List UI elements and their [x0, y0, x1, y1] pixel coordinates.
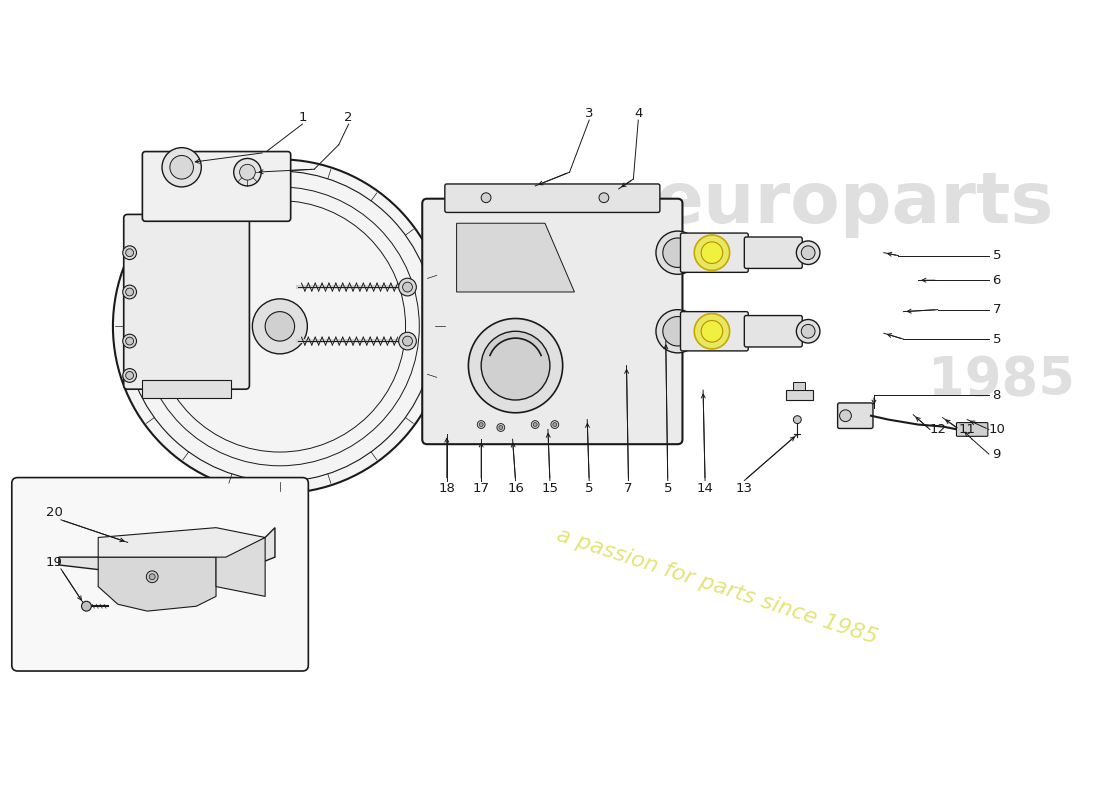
Circle shape — [553, 422, 557, 426]
Circle shape — [123, 369, 136, 382]
Text: 1: 1 — [298, 110, 307, 124]
Circle shape — [469, 318, 563, 413]
Circle shape — [801, 246, 815, 259]
Text: 20: 20 — [45, 506, 63, 519]
Circle shape — [600, 193, 608, 202]
Circle shape — [123, 246, 136, 259]
Circle shape — [125, 371, 133, 379]
Text: 18: 18 — [439, 482, 455, 495]
Circle shape — [150, 574, 155, 580]
Circle shape — [656, 231, 700, 274]
Circle shape — [252, 299, 307, 354]
Text: 5: 5 — [992, 333, 1001, 346]
FancyBboxPatch shape — [681, 233, 748, 272]
Circle shape — [801, 324, 815, 338]
Text: 11: 11 — [959, 423, 976, 436]
Circle shape — [839, 410, 851, 422]
Text: 1985: 1985 — [928, 354, 1075, 406]
Circle shape — [265, 312, 295, 341]
Circle shape — [694, 235, 729, 270]
Circle shape — [497, 423, 505, 431]
Text: 9: 9 — [992, 447, 1001, 461]
Polygon shape — [456, 223, 574, 292]
Circle shape — [81, 602, 91, 611]
FancyBboxPatch shape — [745, 315, 802, 347]
Bar — [793, 382, 805, 390]
FancyBboxPatch shape — [444, 184, 660, 213]
Circle shape — [480, 422, 483, 426]
FancyBboxPatch shape — [837, 403, 873, 429]
FancyBboxPatch shape — [745, 237, 802, 269]
Circle shape — [793, 416, 801, 423]
Bar — [785, 390, 813, 400]
Circle shape — [531, 421, 539, 429]
Text: 15: 15 — [541, 482, 559, 495]
Circle shape — [125, 337, 133, 345]
Text: 16: 16 — [507, 482, 524, 495]
Circle shape — [240, 164, 255, 180]
Text: a passion for parts since 1985: a passion for parts since 1985 — [553, 525, 880, 648]
Bar — [142, 380, 231, 398]
Circle shape — [169, 155, 194, 179]
Text: 3: 3 — [585, 106, 593, 120]
Circle shape — [233, 158, 261, 186]
Text: 7: 7 — [992, 303, 1001, 316]
FancyBboxPatch shape — [956, 422, 988, 436]
Circle shape — [534, 422, 537, 426]
Text: 5: 5 — [992, 249, 1001, 262]
FancyBboxPatch shape — [123, 214, 250, 389]
Circle shape — [551, 421, 559, 429]
Text: 8: 8 — [992, 389, 1001, 402]
Circle shape — [403, 336, 412, 346]
Circle shape — [796, 241, 820, 265]
Text: 12: 12 — [930, 423, 946, 436]
Circle shape — [125, 288, 133, 296]
Circle shape — [162, 148, 201, 187]
Polygon shape — [98, 557, 216, 611]
Circle shape — [125, 249, 133, 257]
Text: 19: 19 — [45, 555, 63, 569]
FancyBboxPatch shape — [12, 478, 308, 671]
Circle shape — [123, 285, 136, 299]
Text: europarts: europarts — [654, 169, 1054, 238]
Circle shape — [796, 319, 820, 343]
Text: 14: 14 — [696, 482, 714, 495]
Circle shape — [123, 334, 136, 348]
Polygon shape — [59, 528, 275, 577]
Circle shape — [481, 331, 550, 400]
Polygon shape — [98, 528, 265, 557]
Text: 4: 4 — [634, 106, 642, 120]
Text: 5: 5 — [585, 482, 593, 495]
FancyBboxPatch shape — [681, 312, 748, 351]
Circle shape — [113, 159, 447, 494]
Text: 10: 10 — [988, 423, 1005, 436]
Polygon shape — [216, 538, 265, 596]
Circle shape — [477, 421, 485, 429]
Circle shape — [663, 317, 692, 346]
Circle shape — [656, 310, 700, 353]
Circle shape — [398, 332, 417, 350]
Circle shape — [701, 242, 723, 263]
Circle shape — [694, 314, 729, 349]
Circle shape — [481, 193, 491, 202]
Circle shape — [398, 278, 417, 296]
Circle shape — [146, 571, 158, 582]
FancyBboxPatch shape — [142, 151, 290, 222]
FancyBboxPatch shape — [422, 198, 682, 444]
Text: 7: 7 — [624, 482, 632, 495]
Text: 13: 13 — [736, 482, 752, 495]
Text: 5: 5 — [663, 482, 672, 495]
Text: 6: 6 — [992, 274, 1001, 286]
Circle shape — [701, 321, 723, 342]
Text: 17: 17 — [473, 482, 490, 495]
Circle shape — [498, 426, 503, 430]
Circle shape — [403, 282, 412, 292]
Text: 2: 2 — [344, 110, 353, 124]
Circle shape — [663, 238, 692, 267]
